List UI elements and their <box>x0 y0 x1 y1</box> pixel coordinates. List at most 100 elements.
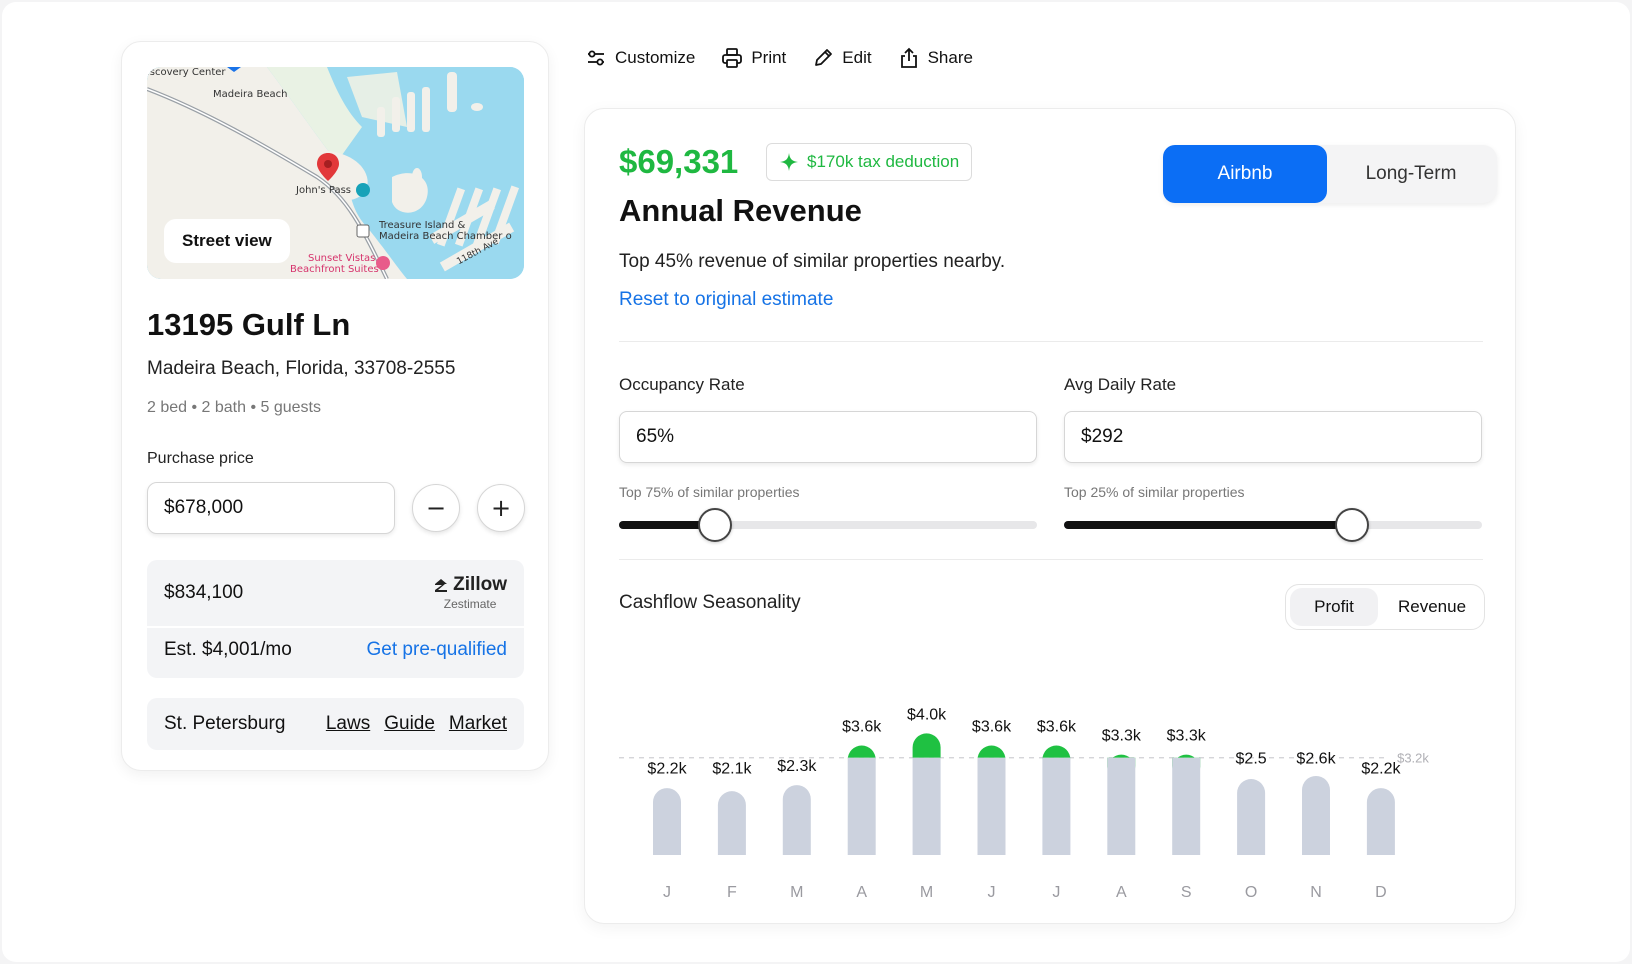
avg-daily-rate-input[interactable] <box>1064 411 1482 463</box>
occupancy-rate-label: Occupancy Rate <box>619 375 745 394</box>
map-label: John's Pass <box>296 185 352 196</box>
reset-estimate-link[interactable]: Reset to original estimate <box>619 289 834 310</box>
cashflow-seasonality-chart: $3.2k$2.2kJ$2.1kF$2.3kM$3.6kA$4.0kM$3.6k… <box>619 706 1429 901</box>
toolbar: Customize Print Edit Share <box>585 47 973 69</box>
minus-icon: − <box>425 494 447 522</box>
bar <box>1042 757 1071 855</box>
street-view-button[interactable]: Street view <box>164 219 290 263</box>
data-label: $2.5 <box>1236 751 1267 768</box>
divider <box>619 559 1483 560</box>
data-label: $3.6k <box>842 719 882 736</box>
tick-label: A <box>856 884 867 901</box>
tick-label: J <box>988 884 996 901</box>
share-icon <box>900 47 917 68</box>
zillow-logo: Zillow Zestimate <box>433 574 507 611</box>
avg-daily-rate-label: Avg Daily Rate <box>1064 375 1177 394</box>
tick-label: A <box>1116 884 1127 901</box>
seasonality-metric-toggle: Profit Revenue <box>1285 584 1485 630</box>
tick-label: O <box>1245 884 1257 901</box>
avg-daily-rate-slider[interactable] <box>1064 508 1482 542</box>
tick-label: S <box>1181 884 1192 901</box>
data-label: $2.1k <box>712 761 752 778</box>
tax-deduction-badge[interactable]: $170k tax deduction <box>766 143 973 181</box>
map-label: Madeira Beach Chamber o <box>379 231 512 242</box>
printer-icon <box>722 48 743 68</box>
map-label: Sunset Vistas <box>308 253 376 264</box>
bar-above-reference <box>1107 754 1136 769</box>
map-label: Beachfront Suites <box>290 264 379 275</box>
revenue-card: $69,331 $170k tax deduction Annual Reven… <box>584 108 1516 924</box>
tick-label: J <box>1052 884 1060 901</box>
bar-above-reference <box>1042 745 1071 760</box>
city-panel: St. Petersburg Laws Guide Market <box>147 698 524 750</box>
avg-daily-rate-hint: Top 25% of similar properties <box>1064 484 1245 500</box>
bar <box>912 757 941 855</box>
print-label: Print <box>751 48 787 67</box>
profit-tab[interactable]: Profit <box>1290 588 1378 626</box>
share-button[interactable]: Share <box>898 47 973 69</box>
edit-button[interactable]: Edit <box>812 47 872 69</box>
occupancy-rate-input[interactable] <box>619 411 1037 463</box>
city-name: St. Petersburg <box>164 713 286 734</box>
increase-price-button[interactable]: + <box>477 484 525 532</box>
purchase-price-label: Purchase price <box>147 450 254 467</box>
occupancy-rate-slider[interactable] <box>619 508 1037 542</box>
slider-fill <box>619 521 715 529</box>
market-link[interactable]: Market <box>448 713 507 734</box>
zestimate-panel: $834,100 Zillow Zestimate Est. $4,001/mo… <box>147 560 524 678</box>
get-prequalified-link[interactable]: Get pre-qualified <box>366 639 507 660</box>
slider-thumb[interactable] <box>1335 508 1369 542</box>
occupancy-rate-group: Occupancy Rate Top 75% of similar proper… <box>619 375 1037 542</box>
bar <box>717 791 746 855</box>
slider-thumb[interactable] <box>698 508 732 542</box>
bar <box>1237 779 1266 855</box>
data-label: $2.2k <box>647 761 687 778</box>
zillow-brand: Zillow <box>453 574 507 595</box>
print-button[interactable]: Print <box>721 47 786 69</box>
customize-button[interactable]: Customize <box>585 47 695 69</box>
bar <box>977 757 1006 855</box>
tick-label: M <box>790 884 803 901</box>
city-links: Laws Guide Market <box>326 713 507 735</box>
plus-icon: + <box>490 494 512 522</box>
laws-link[interactable]: Laws <box>325 713 371 734</box>
bar-above-reference <box>912 733 941 758</box>
bar <box>847 757 876 855</box>
avg-daily-rate-group: Avg Daily Rate Top 25% of similar proper… <box>1064 375 1482 542</box>
cashflow-seasonality-title: Cashflow Seasonality <box>619 592 801 613</box>
bar <box>1302 775 1330 855</box>
map-thumbnail[interactable]: iscovery Center Madeira Beach John's Pas… <box>147 67 524 279</box>
sliders-icon <box>588 50 604 66</box>
tick-label: F <box>727 884 737 901</box>
data-label: $2.2k <box>1361 761 1401 778</box>
share-label: Share <box>927 48 973 67</box>
bar-above-reference <box>847 745 876 760</box>
rental-mode-toggle: Airbnb Long-Term <box>1163 145 1497 203</box>
airbnb-tab[interactable]: Airbnb <box>1163 145 1327 203</box>
divider <box>147 626 524 628</box>
property-details: 2 bed • 2 bath • 5 guests <box>147 399 321 416</box>
tick-label: M <box>920 884 933 901</box>
edit-label: Edit <box>842 48 872 67</box>
decrease-price-button[interactable]: − <box>412 484 460 532</box>
bar <box>1172 757 1201 855</box>
data-label: $3.6k <box>1037 719 1077 736</box>
sparkle-icon <box>780 153 798 171</box>
data-label: $2.6k <box>1296 751 1336 768</box>
map-pin-icon <box>317 153 339 181</box>
zestimate-caption: Zestimate <box>443 597 497 611</box>
slider-fill <box>1064 521 1352 529</box>
data-label: $4.0k <box>907 706 947 723</box>
data-label: $3.3k <box>1167 728 1207 745</box>
tick-label: J <box>663 884 671 901</box>
occupancy-rate-hint: Top 75% of similar properties <box>619 484 800 500</box>
bar-above-reference <box>1172 754 1201 769</box>
reference-line-label: $3.2k <box>1397 751 1429 766</box>
customize-label: Customize <box>615 48 696 67</box>
guide-link[interactable]: Guide <box>384 713 435 734</box>
long-term-tab[interactable]: Long-Term <box>1329 145 1493 203</box>
bar-above-reference <box>977 745 1006 760</box>
revenue-tab[interactable]: Revenue <box>1382 588 1482 626</box>
purchase-price-input[interactable] <box>147 482 395 534</box>
